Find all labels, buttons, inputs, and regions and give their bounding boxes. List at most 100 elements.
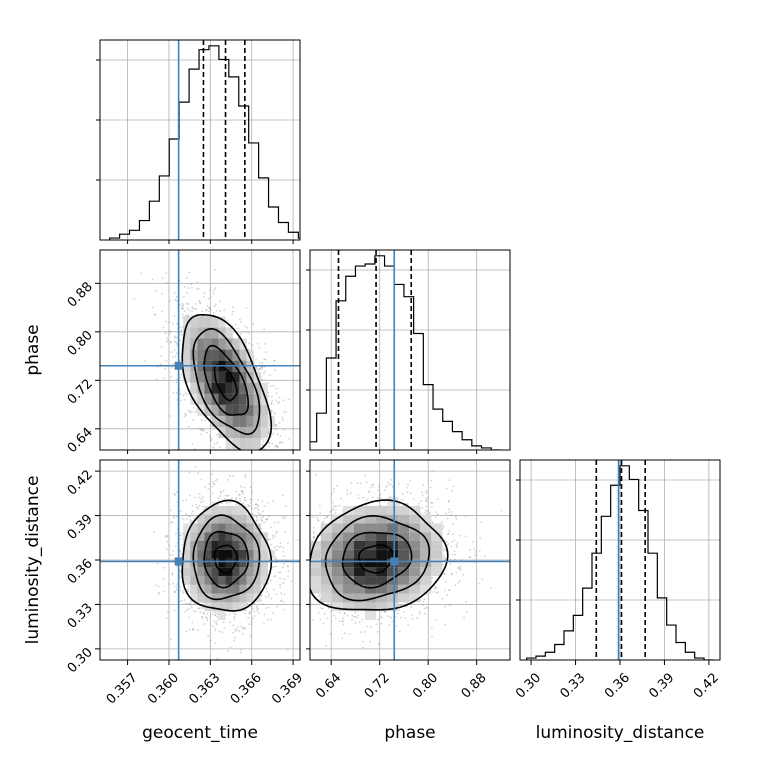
density-cell <box>204 382 212 394</box>
density-cell <box>211 602 219 612</box>
sample-point <box>192 307 195 310</box>
sample-point <box>160 355 163 357</box>
density-cell <box>204 540 212 550</box>
sample-point <box>233 451 235 453</box>
sample-point <box>197 472 200 475</box>
density-cell <box>183 349 191 361</box>
sample-point <box>450 545 453 548</box>
density-cell <box>225 382 233 394</box>
sample-point <box>287 557 289 559</box>
sample-point <box>192 406 195 409</box>
hist-panel-geocent_time <box>100 40 300 240</box>
density-cell <box>225 404 233 416</box>
sample-point <box>253 467 255 469</box>
density-cell <box>246 404 254 416</box>
sample-point <box>214 472 216 474</box>
sample-point <box>266 618 269 621</box>
sample-point <box>280 600 282 603</box>
sample-point <box>222 455 224 457</box>
sample-point <box>286 564 289 567</box>
density-cell <box>253 576 261 585</box>
sample-point <box>237 475 239 477</box>
sample-point <box>169 553 172 556</box>
sample-point <box>234 323 237 326</box>
density-cell <box>190 371 198 383</box>
sample-point <box>282 546 285 549</box>
density-cell <box>190 593 198 603</box>
sample-point <box>282 428 285 431</box>
sample-point <box>245 307 248 310</box>
sample-point <box>201 617 204 619</box>
sample-point <box>183 611 186 613</box>
sample-point <box>161 277 164 279</box>
density-cell <box>190 584 198 594</box>
sample-point <box>165 336 168 339</box>
sample-point <box>279 542 282 544</box>
sample-point <box>273 565 276 568</box>
density-cell <box>211 316 219 328</box>
sample-point <box>178 589 181 592</box>
sample-point <box>173 314 176 317</box>
density-cell <box>211 567 219 577</box>
sample-point <box>182 295 185 298</box>
density-cell <box>239 602 247 612</box>
sample-point <box>242 461 244 463</box>
sample-point <box>241 490 244 493</box>
sample-point <box>254 503 257 506</box>
sample-point <box>270 402 273 405</box>
sample-point <box>282 566 284 568</box>
sample-point <box>279 442 281 445</box>
sample-point <box>248 612 251 615</box>
sample-point <box>268 606 270 609</box>
sample-point <box>176 583 179 586</box>
density-cell <box>211 349 219 361</box>
sample-point <box>250 635 252 638</box>
contour-line <box>203 344 249 416</box>
sample-point <box>197 507 200 510</box>
sample-point <box>196 288 198 291</box>
sample-point <box>182 591 185 594</box>
sample-point <box>248 623 250 626</box>
sample-point <box>279 571 282 574</box>
sample-point <box>425 497 428 500</box>
sample-point <box>282 601 285 603</box>
sample-point <box>274 369 277 372</box>
sample-point <box>273 359 276 362</box>
density-cell <box>232 393 240 405</box>
sample-point <box>270 411 273 414</box>
density-cell <box>190 532 198 541</box>
sample-point <box>233 615 236 618</box>
sample-point <box>220 491 222 494</box>
sample-point <box>247 505 250 508</box>
sample-point <box>162 577 165 580</box>
sample-point <box>249 498 252 501</box>
sample-point <box>183 599 186 601</box>
density-cell <box>218 540 226 550</box>
sample-point <box>169 415 172 417</box>
density-cell <box>253 549 261 559</box>
sample-point <box>275 391 278 394</box>
sample-point <box>202 607 204 609</box>
sample-point <box>210 473 213 476</box>
density-cell <box>232 602 240 612</box>
sample-point <box>286 648 289 651</box>
sample-point <box>270 395 273 398</box>
sample-point <box>176 378 178 381</box>
sample-point <box>290 580 293 583</box>
sample-point <box>445 487 448 490</box>
sample-point <box>223 308 226 311</box>
sample-point <box>200 478 203 481</box>
density-cell <box>218 349 226 361</box>
sample-point <box>165 272 167 275</box>
density-cell <box>197 382 205 394</box>
sample-point <box>275 545 278 548</box>
sample-point <box>252 466 254 468</box>
sample-point <box>219 490 222 493</box>
sample-point <box>270 543 273 546</box>
sample-point <box>268 559 271 561</box>
sample-point <box>190 604 193 607</box>
sample-point <box>183 310 186 313</box>
sample-point <box>186 314 189 317</box>
sample-point <box>257 512 260 515</box>
density-cell <box>260 415 268 427</box>
